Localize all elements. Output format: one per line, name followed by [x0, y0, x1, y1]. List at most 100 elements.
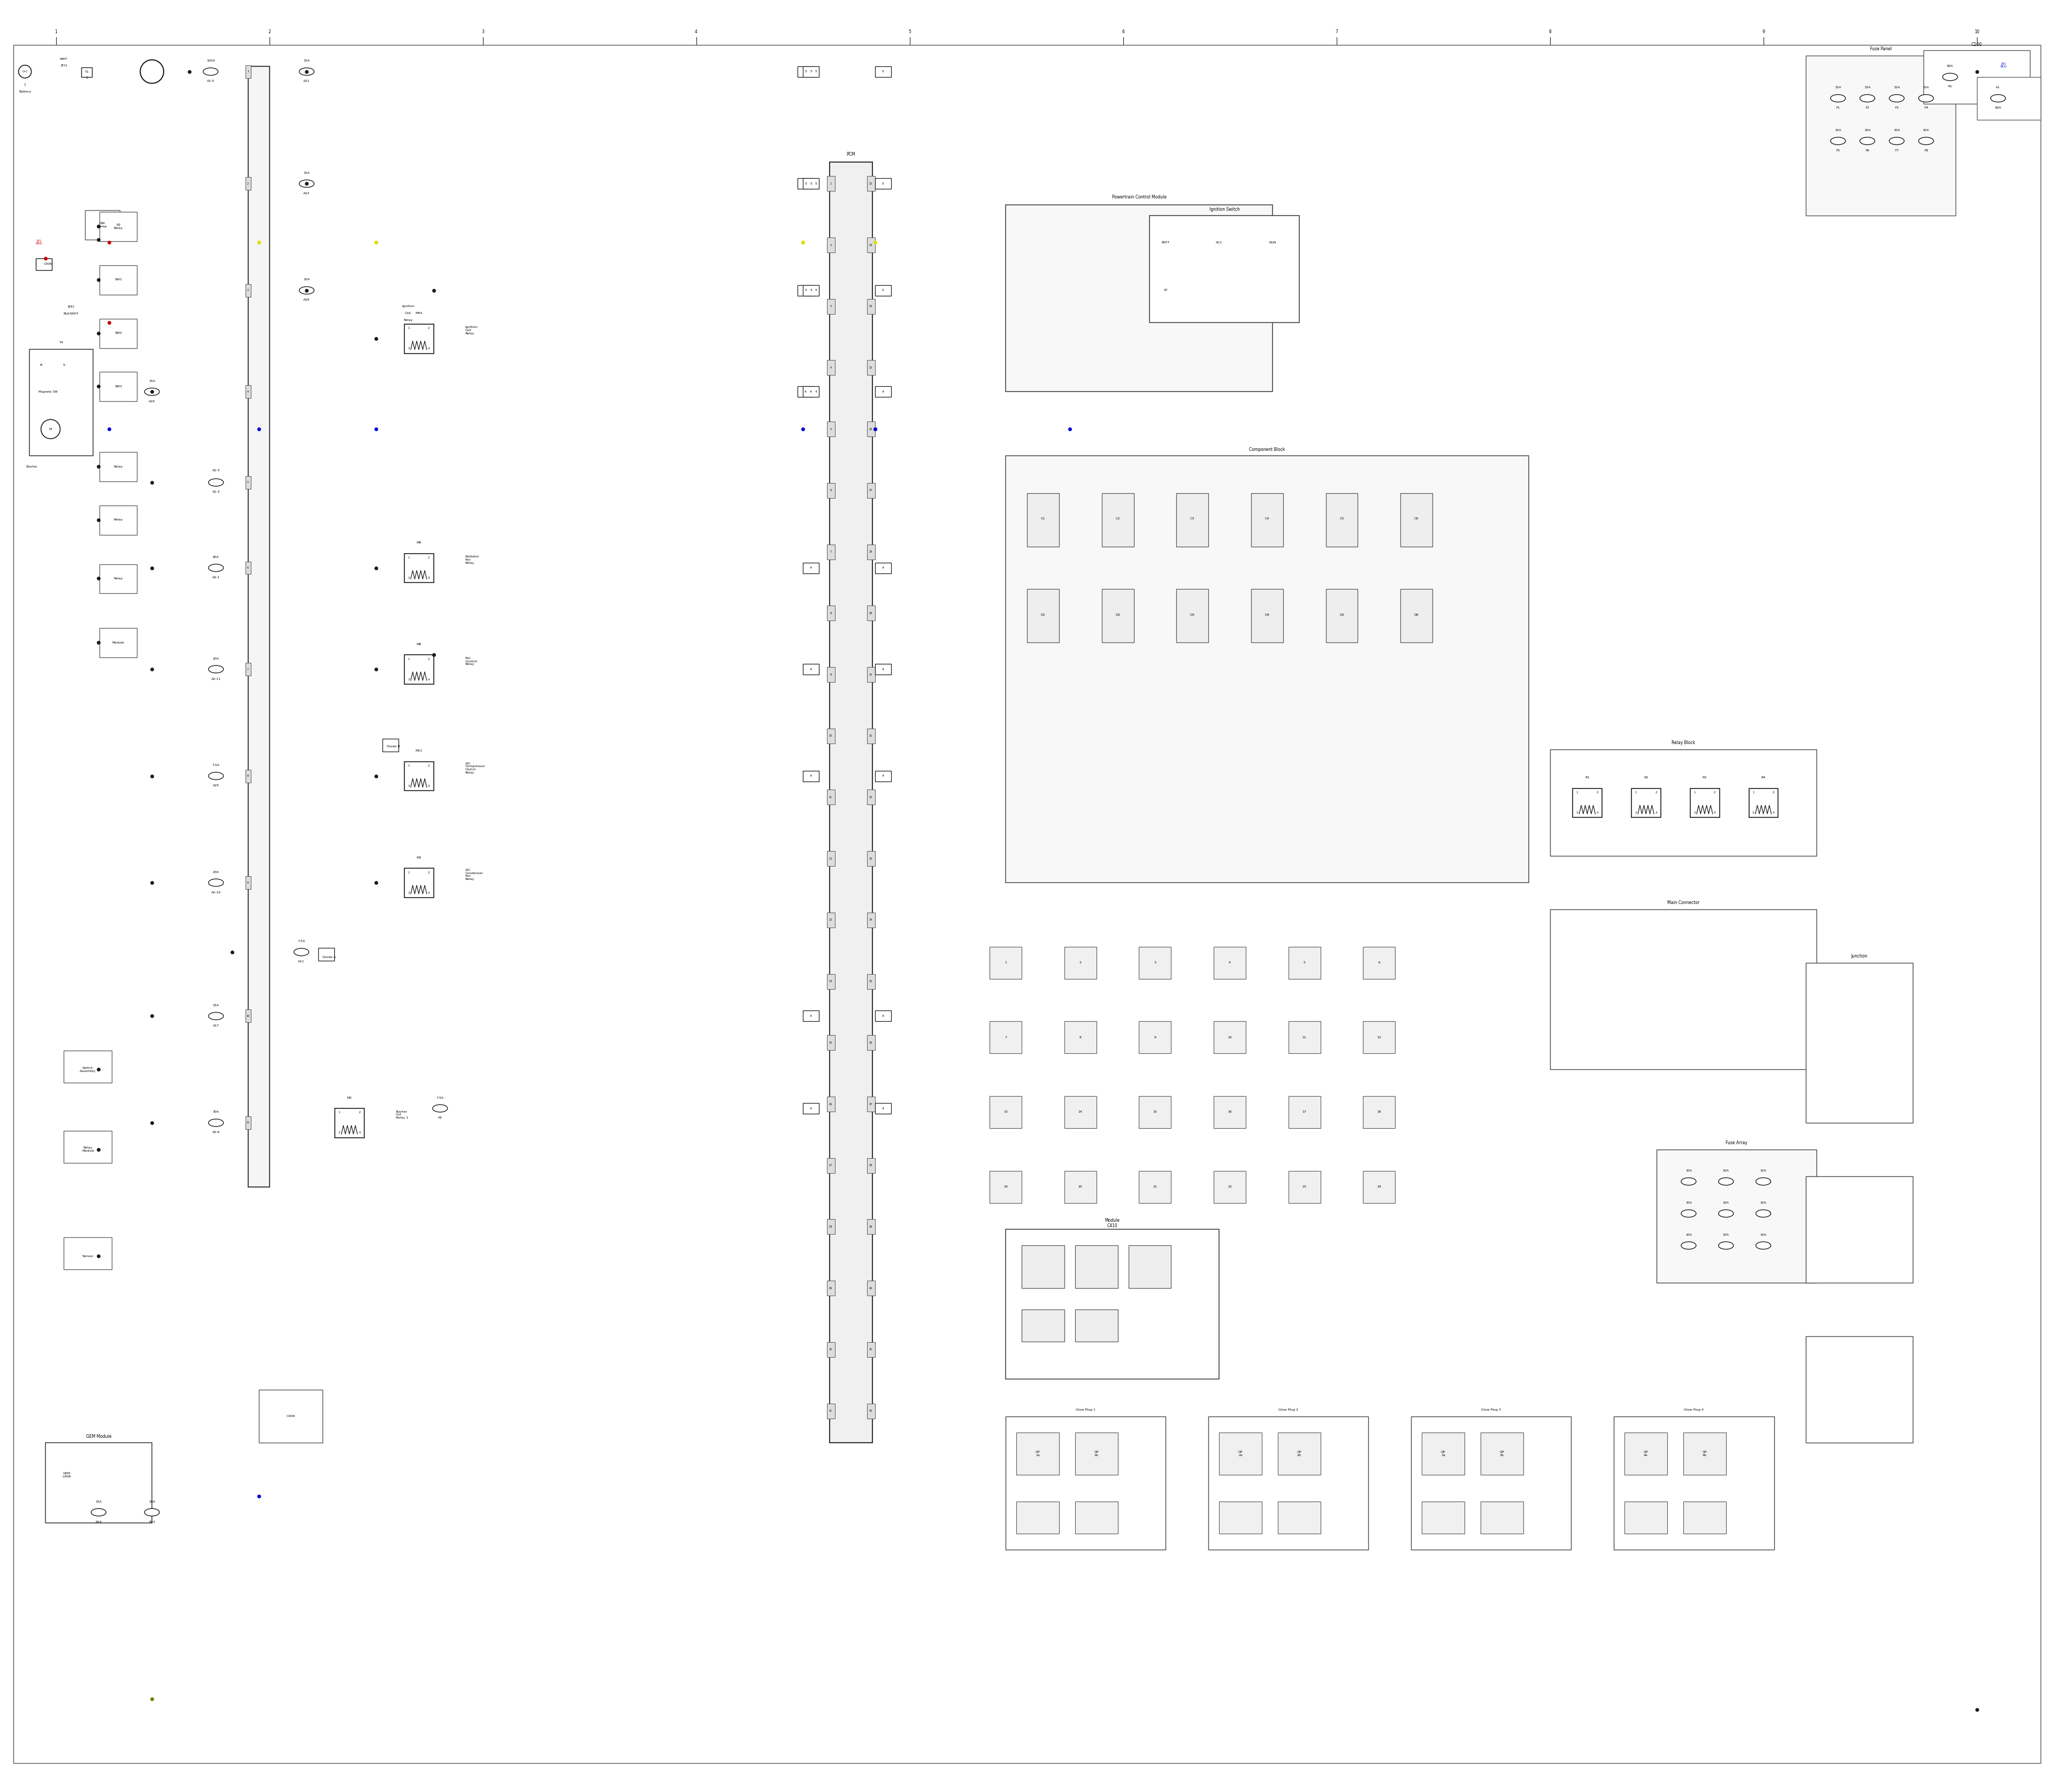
Text: 16: 16	[1228, 1111, 1232, 1113]
Text: 10A: 10A	[1760, 1170, 1766, 1172]
Text: 20A: 20A	[214, 658, 220, 659]
Text: M3: M3	[417, 857, 421, 858]
Ellipse shape	[1756, 1177, 1771, 1185]
Text: 4: 4	[881, 1107, 883, 1109]
Bar	[101, 452, 138, 482]
Text: 15A: 15A	[1834, 86, 1840, 90]
Bar	[1805, 1176, 1912, 1283]
Bar	[990, 1021, 1021, 1054]
Bar	[1140, 1097, 1171, 1129]
Bar	[335, 1109, 364, 1138]
Bar	[828, 484, 834, 498]
Bar	[249, 66, 269, 1186]
Text: 15A: 15A	[1865, 86, 1871, 90]
Text: A21: A21	[304, 81, 310, 82]
Text: 24: 24	[1376, 1186, 1380, 1188]
Ellipse shape	[144, 1509, 160, 1516]
Text: Ignition: Ignition	[403, 305, 415, 308]
Bar	[244, 65, 251, 79]
Bar	[1064, 946, 1097, 978]
Bar	[64, 1238, 111, 1269]
Bar	[1006, 455, 1528, 883]
Text: 4: 4	[881, 566, 883, 570]
Ellipse shape	[90, 1509, 107, 1516]
Bar	[828, 1342, 834, 1357]
Text: 10A: 10A	[1894, 129, 1900, 131]
Bar	[1364, 1021, 1395, 1054]
Ellipse shape	[1680, 1177, 1697, 1185]
Bar	[244, 177, 251, 190]
Bar	[1805, 962, 1912, 1124]
Ellipse shape	[1943, 73, 1957, 81]
Text: Fuse Panel: Fuse Panel	[1869, 47, 1892, 52]
Text: 60A: 60A	[1994, 106, 2001, 109]
Bar	[405, 554, 433, 582]
Text: PCM: PCM	[846, 152, 854, 156]
Bar	[259, 1389, 322, 1443]
Bar	[35, 258, 51, 271]
Text: 4: 4	[694, 29, 698, 34]
Text: GP
2a: GP 2a	[1239, 1452, 1243, 1457]
Bar	[1481, 1502, 1524, 1534]
Text: 12: 12	[830, 857, 832, 860]
Bar	[1573, 788, 1602, 817]
Text: C100: C100	[1972, 43, 1982, 47]
Text: 10: 10	[1228, 1036, 1232, 1039]
Text: Relay
Module: Relay Module	[82, 1147, 94, 1152]
Text: Relay Block: Relay Block	[1672, 740, 1695, 745]
Text: GP
4b: GP 4b	[1703, 1452, 1707, 1457]
Text: GP
1b: GP 1b	[1095, 1452, 1099, 1457]
Text: Fuse Array: Fuse Array	[1725, 1142, 1748, 1145]
Bar	[1551, 749, 1816, 857]
Bar	[1074, 1245, 1117, 1288]
Text: 10A: 10A	[1760, 1201, 1766, 1204]
Ellipse shape	[300, 68, 314, 75]
Text: Glow Plug 3: Glow Plug 3	[1481, 1409, 1501, 1410]
Text: 20: 20	[1078, 1186, 1082, 1188]
Bar	[1923, 50, 2029, 104]
Text: F8: F8	[1925, 149, 1929, 152]
Text: 33: 33	[869, 857, 873, 860]
Bar	[1625, 1502, 1668, 1534]
Circle shape	[41, 419, 60, 439]
Text: 5: 5	[815, 289, 817, 292]
Text: M: M	[49, 428, 51, 430]
Bar	[1220, 1502, 1261, 1534]
Text: 17: 17	[1302, 1111, 1306, 1113]
Text: 21: 21	[830, 1410, 832, 1412]
Bar	[875, 771, 891, 781]
Text: Coil: Coil	[405, 312, 411, 315]
Text: Radiator
Fan
Relay: Radiator Fan Relay	[464, 556, 479, 564]
Ellipse shape	[433, 1104, 448, 1113]
Bar	[828, 1097, 834, 1111]
Text: Diode A: Diode A	[322, 955, 337, 959]
Ellipse shape	[1719, 1177, 1734, 1185]
Text: R1: R1	[1586, 776, 1590, 780]
Bar	[1021, 1245, 1064, 1288]
Text: 5: 5	[908, 29, 910, 34]
Text: 6: 6	[1121, 29, 1124, 34]
Text: 20A: 20A	[214, 871, 220, 873]
Bar	[875, 1104, 891, 1113]
Text: 4: 4	[809, 566, 811, 570]
Text: 15A: 15A	[1894, 86, 1900, 90]
Text: Main Connector: Main Connector	[1668, 901, 1699, 905]
Bar	[1220, 1432, 1261, 1475]
Text: 10A: 10A	[1723, 1233, 1729, 1236]
Text: C406: C406	[43, 263, 51, 265]
Bar	[830, 163, 873, 1443]
Bar	[244, 876, 251, 889]
Bar	[101, 629, 138, 658]
Bar	[867, 1158, 875, 1174]
Bar	[867, 1342, 875, 1357]
Text: 5: 5	[805, 70, 807, 73]
Ellipse shape	[210, 1118, 224, 1127]
Text: (+): (+)	[23, 70, 27, 73]
Text: GP
3b: GP 3b	[1499, 1452, 1504, 1457]
Text: A1-5: A1-5	[207, 81, 214, 82]
Text: 30: 30	[869, 674, 873, 676]
Text: 10A: 10A	[1686, 1233, 1692, 1236]
Text: 6: 6	[1378, 961, 1380, 964]
Text: 20A: 20A	[148, 1500, 156, 1503]
Text: 5: 5	[881, 183, 883, 185]
